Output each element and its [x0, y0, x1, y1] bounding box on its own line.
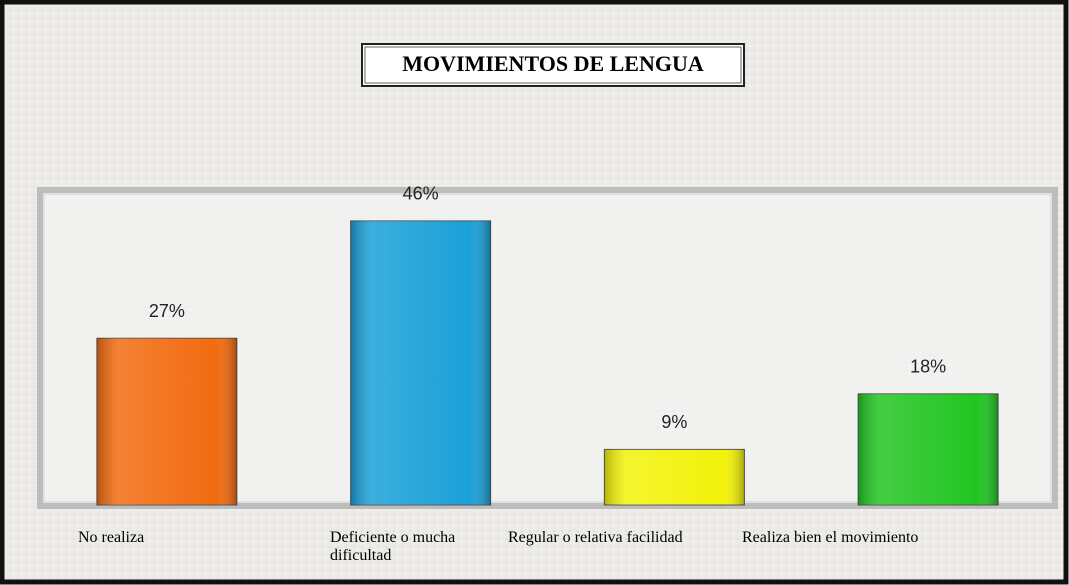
value-label: 46%	[403, 184, 439, 204]
x-tick-label: Deficiente o mucha dificultad	[330, 529, 456, 564]
x-tick-label: No realiza	[78, 529, 145, 546]
x-tick-label: Regular o relativa facilidad	[508, 529, 683, 546]
value-label: 18%	[910, 357, 946, 377]
x-tick-label: Realiza bien el movimiento	[742, 529, 919, 546]
bar	[857, 393, 999, 506]
plot-bevel	[43, 193, 1052, 503]
value-label: 27%	[149, 301, 185, 321]
title-box-inner	[364, 46, 742, 84]
value-label: 9%	[661, 412, 687, 432]
x-tick-label-box: No realiza	[78, 529, 145, 546]
x-tick-label-box: Deficiente o mucha dificultad	[330, 529, 456, 564]
bar	[96, 337, 238, 506]
chart-title: MOVIMIENTOS DE LENGUA	[402, 51, 704, 76]
x-tick-label-box: Regular o relativa facilidad	[508, 529, 683, 546]
bar	[603, 448, 745, 506]
title-box	[361, 43, 745, 87]
x-tick-label-box: Realiza bien el movimiento	[742, 529, 919, 546]
bar	[350, 220, 492, 506]
